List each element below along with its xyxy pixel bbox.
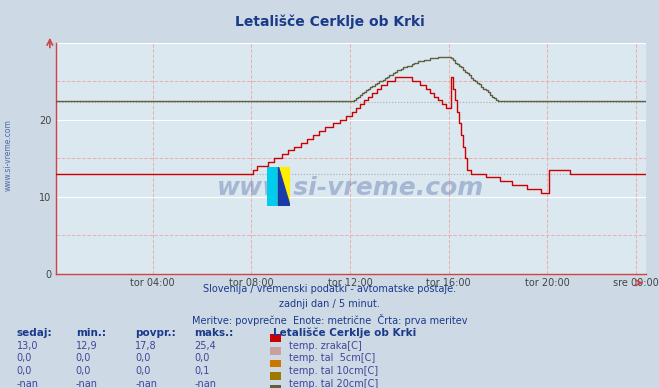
Bar bbox=[267, 167, 279, 206]
Text: min.:: min.: bbox=[76, 328, 106, 338]
Text: -nan: -nan bbox=[135, 379, 157, 388]
Text: 0,0: 0,0 bbox=[135, 366, 150, 376]
Text: 0,0: 0,0 bbox=[194, 353, 210, 364]
Text: temp. tal  5cm[C]: temp. tal 5cm[C] bbox=[289, 353, 375, 364]
Text: Meritve: povprečne  Enote: metrične  Črta: prva meritev: Meritve: povprečne Enote: metrične Črta:… bbox=[192, 314, 467, 326]
Text: temp. tal 20cm[C]: temp. tal 20cm[C] bbox=[289, 379, 378, 388]
Text: Letališče Cerklje ob Krki: Letališče Cerklje ob Krki bbox=[273, 328, 416, 338]
Text: povpr.:: povpr.: bbox=[135, 328, 176, 338]
Bar bbox=[279, 167, 290, 206]
Text: maks.:: maks.: bbox=[194, 328, 234, 338]
Text: 0,0: 0,0 bbox=[76, 353, 91, 364]
Text: 0,0: 0,0 bbox=[16, 366, 32, 376]
Text: Slovenija / vremenski podatki - avtomatske postaje.: Slovenija / vremenski podatki - avtomats… bbox=[203, 284, 456, 294]
Text: Letališče Cerklje ob Krki: Letališče Cerklje ob Krki bbox=[235, 14, 424, 29]
Text: www.si-vreme.com: www.si-vreme.com bbox=[217, 176, 484, 200]
Text: 0,0: 0,0 bbox=[16, 353, 32, 364]
Text: sedaj:: sedaj: bbox=[16, 328, 52, 338]
Text: 17,8: 17,8 bbox=[135, 341, 157, 351]
Text: 13,0: 13,0 bbox=[16, 341, 38, 351]
Text: 12,9: 12,9 bbox=[76, 341, 98, 351]
Text: 0,0: 0,0 bbox=[76, 366, 91, 376]
Polygon shape bbox=[279, 167, 290, 206]
Text: temp. tal 10cm[C]: temp. tal 10cm[C] bbox=[289, 366, 378, 376]
Text: temp. zraka[C]: temp. zraka[C] bbox=[289, 341, 361, 351]
Text: 0,0: 0,0 bbox=[135, 353, 150, 364]
Text: 25,4: 25,4 bbox=[194, 341, 216, 351]
Text: www.si-vreme.com: www.si-vreme.com bbox=[3, 119, 13, 191]
Text: -nan: -nan bbox=[76, 379, 98, 388]
Text: -nan: -nan bbox=[194, 379, 216, 388]
Text: 0,1: 0,1 bbox=[194, 366, 210, 376]
Text: -nan: -nan bbox=[16, 379, 38, 388]
Text: zadnji dan / 5 minut.: zadnji dan / 5 minut. bbox=[279, 299, 380, 309]
